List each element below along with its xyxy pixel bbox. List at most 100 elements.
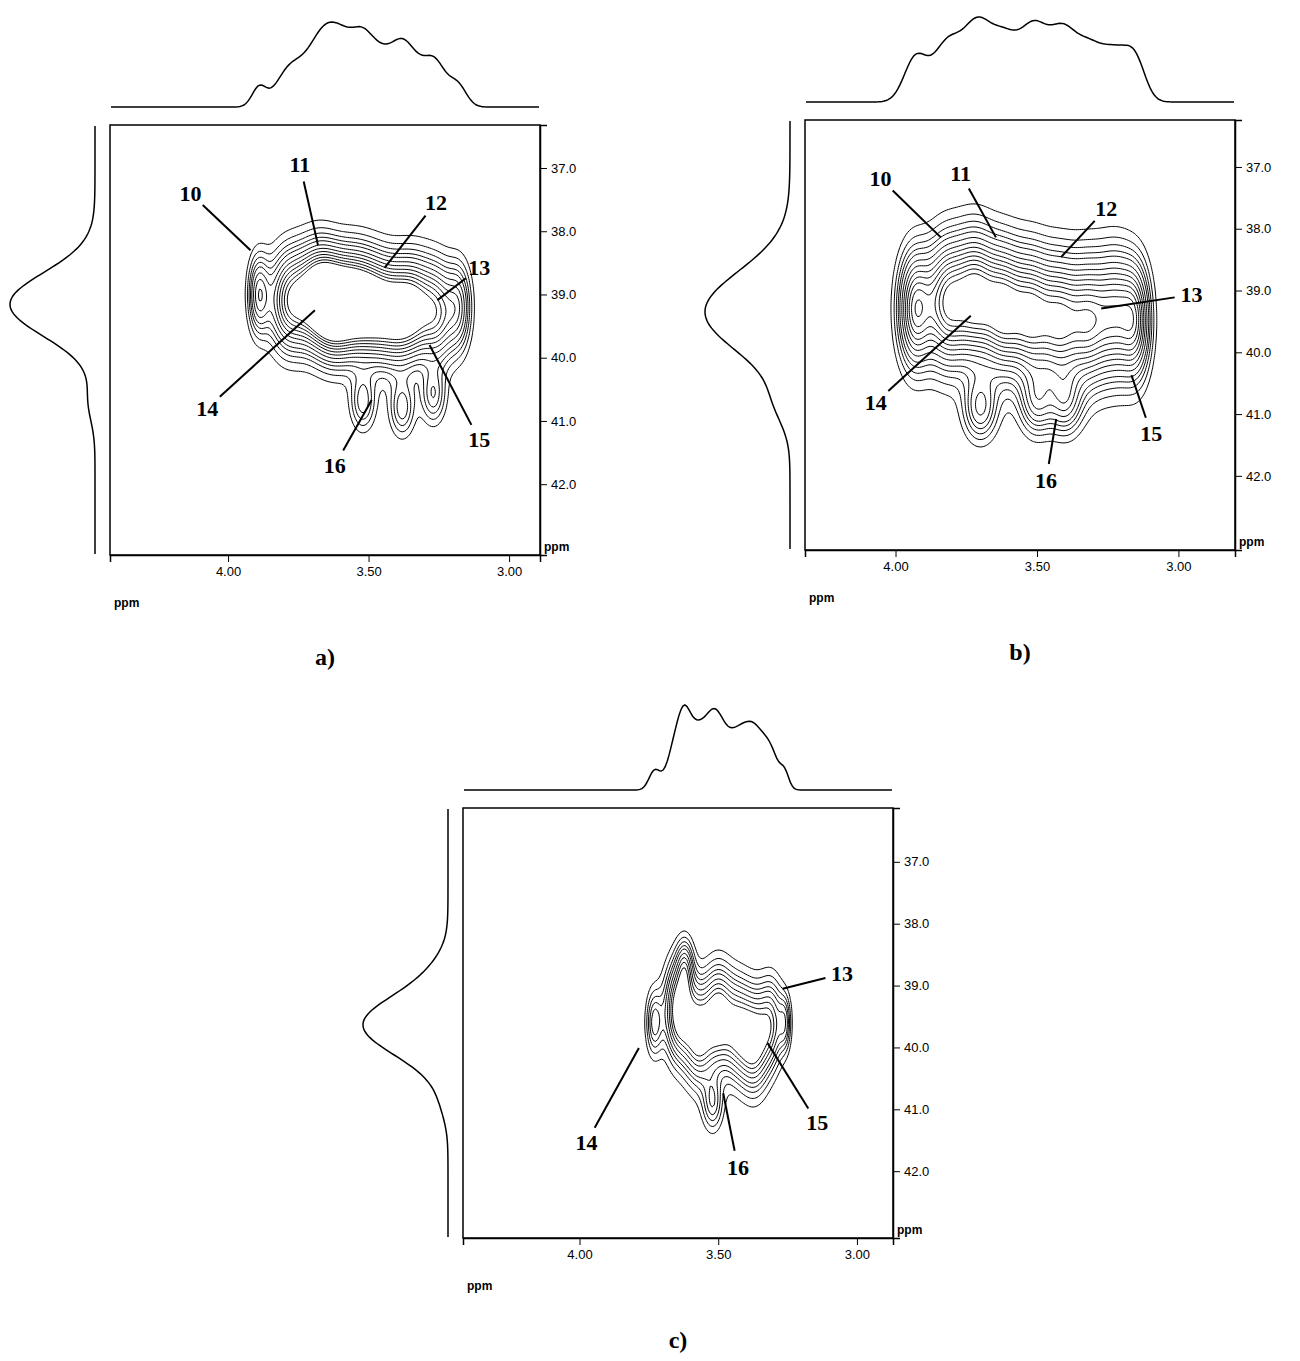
y-axis-title: ppm	[897, 1223, 922, 1237]
plot-frame	[805, 120, 1235, 550]
x-axis: 4.003.503.00	[806, 550, 1236, 574]
contour-line	[284, 260, 441, 344]
leader-line	[1101, 297, 1174, 308]
y-tick: 41.0	[1235, 407, 1271, 422]
x-axis-line	[111, 556, 541, 563]
contour-line	[287, 262, 436, 341]
x-tick-mark	[580, 1238, 581, 1245]
leader-line	[1061, 221, 1095, 257]
leader-line	[888, 316, 970, 391]
y-tick: 37.0	[540, 161, 576, 176]
panel-title: b)	[1009, 639, 1030, 665]
x-tick: 4.00	[883, 550, 908, 574]
x-tick-label: 3.50	[706, 1247, 731, 1262]
y-tick-label: 37.0	[904, 854, 929, 869]
left-projection	[705, 121, 790, 549]
y-tick: 42.0	[540, 477, 576, 492]
y-tick: 39.0	[1235, 283, 1271, 298]
contour-line	[905, 247, 1143, 403]
y-tick: 41.0	[893, 1102, 929, 1117]
y-tick-label: 40.0	[551, 350, 576, 365]
y-tick-label: 38.0	[1246, 221, 1271, 236]
y-tick-mark	[893, 1171, 900, 1172]
panel-title: a)	[315, 644, 335, 670]
peak-label: 10	[179, 181, 201, 206]
contour-line	[282, 257, 446, 346]
peak-label: 11	[290, 152, 311, 177]
contour-line	[650, 946, 788, 1115]
y-tick-label: 42.0	[551, 477, 576, 492]
y-axis: 37.038.039.040.041.042.0	[893, 809, 929, 1239]
contour-line	[645, 931, 793, 1134]
peak-label: 14	[196, 396, 218, 421]
x-tick-label: 3.00	[1166, 559, 1191, 574]
contour-line	[904, 243, 1146, 411]
peak-label: 12	[425, 190, 447, 215]
contour-line	[647, 937, 791, 1126]
y-tick-label: 40.0	[1246, 345, 1271, 360]
contour-line	[667, 953, 785, 1078]
contour-line	[912, 260, 1139, 358]
leader-line	[595, 1048, 639, 1128]
y-tick-label: 42.0	[1246, 469, 1271, 484]
panel-title: c)	[669, 1327, 688, 1353]
x-axis-title: ppm	[809, 591, 834, 605]
contour-line	[673, 968, 771, 1064]
top-projection	[806, 17, 1234, 102]
peak-label: 13	[1180, 282, 1202, 307]
leader-line	[385, 216, 426, 268]
y-tick-mark	[1235, 352, 1242, 353]
peak-label: 16	[1035, 468, 1057, 493]
y-tick-mark	[540, 358, 547, 359]
x-tick: 3.00	[1166, 550, 1191, 574]
x-tick-mark	[896, 550, 897, 557]
y-axis-line	[894, 809, 901, 1239]
y-axis: 37.0 38.0 39.0 40.0 41.0 42.0	[1235, 121, 1271, 551]
y-tick-label: 37.0	[1246, 160, 1271, 175]
contour-line	[280, 254, 455, 349]
leader-line	[304, 181, 318, 245]
leader-line	[723, 1093, 734, 1151]
contour-line	[669, 958, 776, 1073]
contour-line	[900, 232, 1149, 424]
y-tick-mark	[893, 986, 900, 987]
leader-line	[768, 1043, 809, 1108]
contour-line	[648, 942, 789, 1121]
y-tick-label: 38.0	[904, 916, 929, 931]
x-tick-label: 4.00	[567, 1247, 592, 1262]
x-tick-label: 3.00	[497, 564, 522, 579]
contour-line	[943, 274, 1096, 339]
y-tick-label: 41.0	[904, 1102, 929, 1117]
y-tick-mark	[1235, 167, 1242, 168]
peak-label: 13	[831, 961, 853, 986]
leader-line	[203, 205, 251, 250]
x-tick-mark	[1037, 550, 1038, 557]
y-tick: 39.0	[540, 287, 576, 302]
y-tick: 40.0	[1235, 345, 1271, 360]
y-tick: 37.0	[893, 854, 929, 869]
leader-line	[343, 400, 371, 450]
panel: 4.003.503.0037.038.039.040.041.042.0ppmp…	[10, 22, 576, 670]
y-tick-label: 39.0	[1246, 283, 1271, 298]
contour-line	[891, 204, 1157, 447]
y-tick-mark	[893, 924, 900, 925]
contour-line	[252, 241, 467, 398]
plot-frame	[110, 125, 540, 555]
x-tick-mark	[718, 1238, 719, 1245]
y-tick-mark	[540, 231, 547, 232]
x-tick-mark	[369, 555, 370, 562]
contour-line	[909, 256, 1140, 365]
left-projection	[363, 809, 448, 1237]
y-tick: 38.0	[540, 224, 576, 239]
y-tick-mark	[893, 1047, 900, 1048]
panel: 4.003.503.0037.038.039.040.041.042.0ppmp…	[363, 705, 929, 1353]
y-axis-line	[1236, 121, 1243, 551]
y-tick-mark	[1235, 291, 1242, 292]
x-tick-label: 4.00	[216, 564, 241, 579]
y-tick-mark	[540, 421, 547, 422]
leader-line	[969, 189, 996, 238]
y-tick-mark	[540, 484, 547, 485]
y-tick-label: 42.0	[904, 1164, 929, 1179]
contour-line	[251, 237, 468, 419]
x-tick: 4.00	[216, 555, 241, 579]
